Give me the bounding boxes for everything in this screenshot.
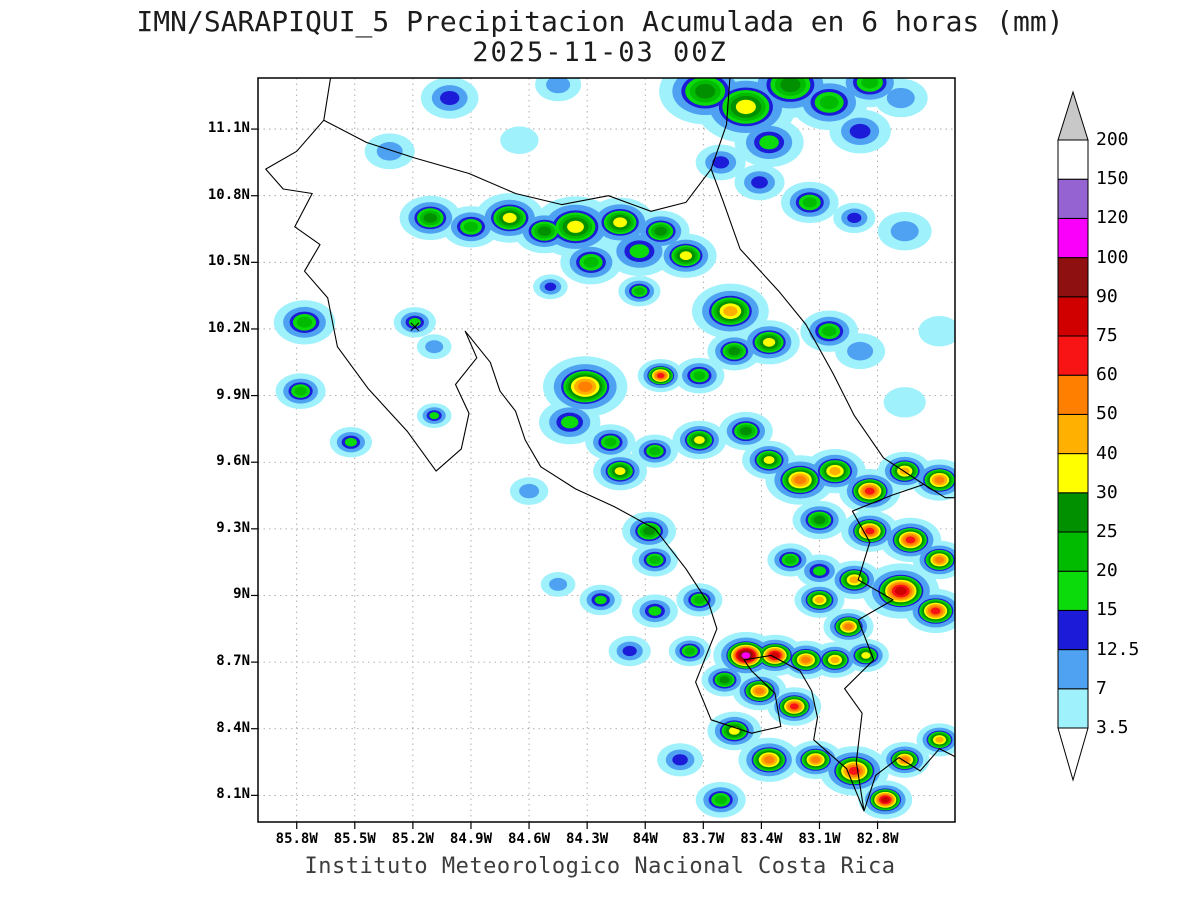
lat-tick-label: 9.6N	[216, 453, 250, 470]
footer-text: Instituto Meteorologico Nacional Costa R…	[304, 854, 896, 879]
colorbar-tick-label: 7	[1096, 677, 1107, 699]
axis-ticks	[251, 128, 879, 829]
lon-tick-label: 84.9W	[449, 831, 493, 847]
lon-tick-label: 83.4W	[740, 831, 783, 847]
map-frame	[257, 77, 956, 823]
colorbar-tick-label: 30	[1096, 481, 1118, 503]
lat-tick-label: 11.1N	[207, 120, 250, 137]
lon-tick-label: 83.1W	[798, 831, 841, 847]
colorbar-under-arrow	[1057, 727, 1089, 782]
colorbar-tick-label: 12.5	[1096, 638, 1140, 660]
colorbar-tick-label: 25	[1096, 521, 1118, 542]
lat-tick-label: 8.4N	[216, 719, 250, 736]
lon-tick-label: 85.5W	[333, 831, 376, 847]
colorbar-tick-label: 40	[1096, 442, 1118, 464]
colorbar-tick-label: 150	[1096, 168, 1129, 190]
colorbar-band-15	[1057, 570, 1089, 611]
chart-subtitle-datetime: 2025-11-03 00Z	[472, 37, 728, 68]
colorbar-band-25	[1057, 492, 1089, 533]
colorbar-band-40	[1057, 413, 1089, 455]
precip-level-100	[741, 652, 751, 659]
colorbar-band-20	[1057, 531, 1089, 572]
lat-tick-label: 9.9N	[216, 386, 250, 403]
lat-tick-label: 10.5N	[207, 253, 250, 270]
lat-tick-label: 8.7N	[216, 653, 250, 670]
colorbar-band-75	[1057, 296, 1089, 337]
lat-tick-label: 8.1N	[216, 786, 250, 803]
colorbar-tick-label: 120	[1096, 207, 1129, 229]
coastline	[265, 78, 955, 812]
precipitation-map	[251, 77, 956, 829]
colorbar-tick-label: 20	[1096, 560, 1118, 582]
colorbar-band-30	[1057, 453, 1089, 494]
colorbar-tick-label: 60	[1096, 364, 1118, 386]
lon-tick-label: 83.7W	[682, 831, 725, 847]
colorbar	[1057, 90, 1089, 782]
lon-tick-label: 85.2W	[391, 831, 434, 847]
colorbar-tick-label: 90	[1096, 285, 1118, 307]
colorbar-band-60	[1057, 335, 1089, 376]
colorbar-tick-label: 200	[1096, 129, 1129, 150]
lon-tick-label: 85.8W	[275, 831, 318, 847]
colorbar-band-7	[1057, 649, 1089, 690]
lat-tick-label: 9N	[233, 586, 250, 603]
lon-tick-label: 84.6W	[507, 831, 551, 847]
colorbar-band-12.5	[1057, 609, 1089, 651]
lon-tick-label: 84.3W	[566, 831, 609, 847]
colorbar-band-90	[1057, 257, 1089, 298]
lat-tick-label: 9.3N	[216, 519, 250, 536]
colorbar-tick-label: 50	[1096, 403, 1118, 425]
colorbar-band-150	[1057, 139, 1089, 180]
colorbar-tick-label: 15	[1096, 599, 1118, 621]
colorbar-band-120	[1057, 178, 1089, 219]
colorbar-tick-label: 75	[1096, 325, 1118, 346]
map-marker	[410, 322, 420, 332]
lat-tick-label: 10.8N	[207, 186, 250, 203]
chart-title: IMN/SARAPIQUI_5 Precipitacion Acumulada …	[136, 5, 1064, 38]
colorbar-over-arrow	[1057, 90, 1089, 141]
lat-tick-label: 10.2N	[207, 319, 250, 336]
precipitation-field	[273, 78, 955, 820]
colorbar-tick-label: 3.5	[1096, 717, 1129, 738]
colorbar-band-3.5	[1057, 688, 1089, 729]
lon-tick-label: 82.8W	[856, 831, 899, 847]
colorbar-tick-label: 100	[1096, 246, 1129, 268]
lon-tick-label: 84W	[632, 831, 658, 847]
colorbar-band-100	[1057, 217, 1089, 259]
colorbar-band-50	[1057, 374, 1089, 415]
